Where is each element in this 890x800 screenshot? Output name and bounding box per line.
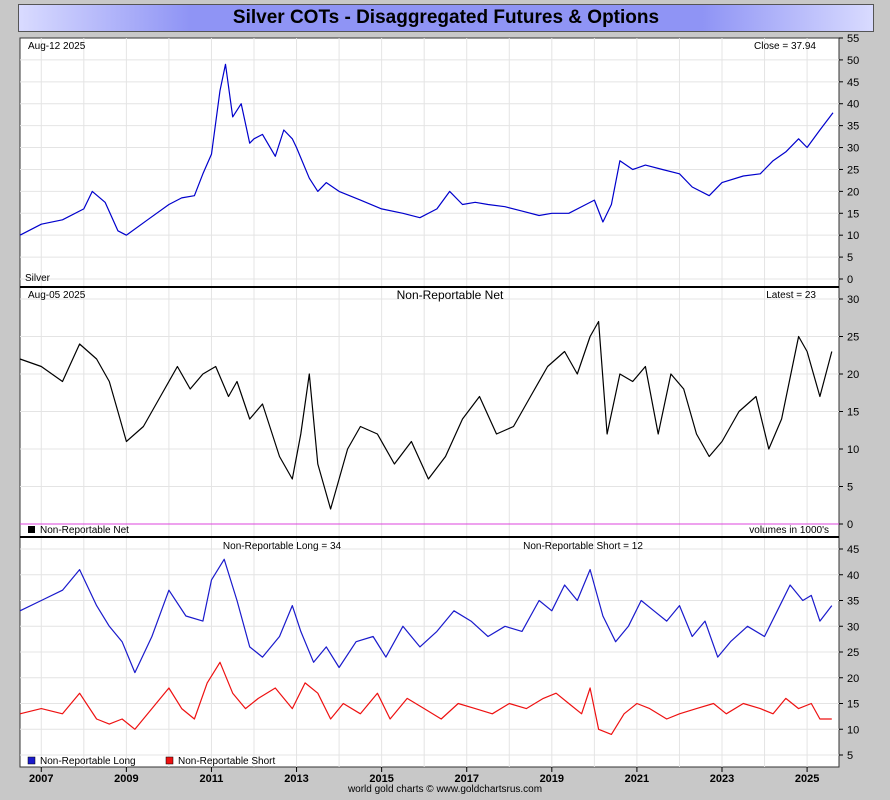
y-tick-label: 0 [847, 519, 853, 531]
y-tick-label: 20 [847, 673, 859, 685]
y-tick-label: 20 [847, 186, 859, 198]
y-tick-label: 50 [847, 55, 859, 67]
y-tick-label: 20 [847, 369, 859, 381]
y-tick-label: 55 [847, 33, 859, 45]
y-tick-label: 25 [847, 332, 859, 344]
y-tick-label: 5 [847, 750, 853, 762]
y-tick-label: 40 [847, 99, 859, 111]
x-tick-label: 2019 [540, 773, 564, 785]
y-tick-label: 5 [847, 252, 853, 264]
x-tick-label: 2015 [369, 773, 393, 785]
y-tick-label: 0 [847, 274, 853, 286]
x-tick-label: 2017 [454, 773, 478, 785]
legend-swatch-short [165, 756, 174, 765]
legend-swatch-long [27, 756, 36, 765]
legend-label-net: Non-Reportable Net [40, 525, 129, 536]
y-tick-label: 25 [847, 164, 859, 176]
y-tick-label: 5 [847, 482, 853, 494]
x-tick-label: 2009 [114, 773, 138, 785]
y-tick-label: 30 [847, 143, 859, 155]
legend-swatch-net [28, 526, 35, 533]
volume-unit-note: volumes in 1000's [749, 525, 829, 536]
latest-label: Latest = 23 [766, 290, 816, 301]
price-date-label: Aug-12 2025 [28, 41, 86, 52]
y-tick-label: 45 [847, 544, 859, 556]
non-reportable-short-line [19, 661, 832, 736]
x-tick-label: 2007 [29, 773, 53, 785]
y-tick-label: 30 [847, 294, 859, 306]
net-panel-title: Non-Reportable Net [397, 288, 504, 302]
short-latest-label: Non-Reportable Short = 12 [523, 541, 643, 552]
close-label: Close = 37.94 [754, 41, 816, 52]
y-tick-label: 40 [847, 570, 859, 582]
x-tick-label: 2013 [284, 773, 308, 785]
y-tick-label: 15 [847, 208, 859, 220]
y-tick-label: 25 [847, 647, 859, 659]
y-tick-label: 35 [847, 121, 859, 133]
silver-price-line [19, 63, 834, 236]
non-reportable-net-line [19, 320, 833, 510]
series-label-silver: Silver [25, 273, 51, 284]
x-tick-label: 2025 [795, 773, 819, 785]
y-tick-label: 10 [847, 444, 859, 456]
chart-title: Silver COTs - Disaggregated Futures & Op… [18, 4, 874, 32]
long-latest-label: Non-Reportable Long = 34 [223, 541, 342, 552]
legend-label-long: Non-Reportable Long [40, 756, 136, 767]
y-tick-label: 10 [847, 724, 859, 736]
y-tick-label: 15 [847, 699, 859, 711]
non-reportable-long-line [19, 558, 833, 674]
y-tick-label: 10 [847, 230, 859, 242]
y-tick-label: 15 [847, 407, 859, 419]
net-date-label: Aug-05 2025 [28, 290, 86, 301]
x-tick-label: 2021 [625, 773, 649, 785]
x-tick-label: 2011 [200, 773, 224, 785]
footer-credit: world gold charts © www.goldchartsrus.co… [347, 784, 543, 795]
x-tick-label: 2023 [710, 773, 734, 785]
y-tick-label: 30 [847, 621, 859, 633]
y-tick-label: 45 [847, 77, 859, 89]
y-tick-label: 35 [847, 596, 859, 608]
legend-label-short: Non-Reportable Short [178, 756, 275, 767]
